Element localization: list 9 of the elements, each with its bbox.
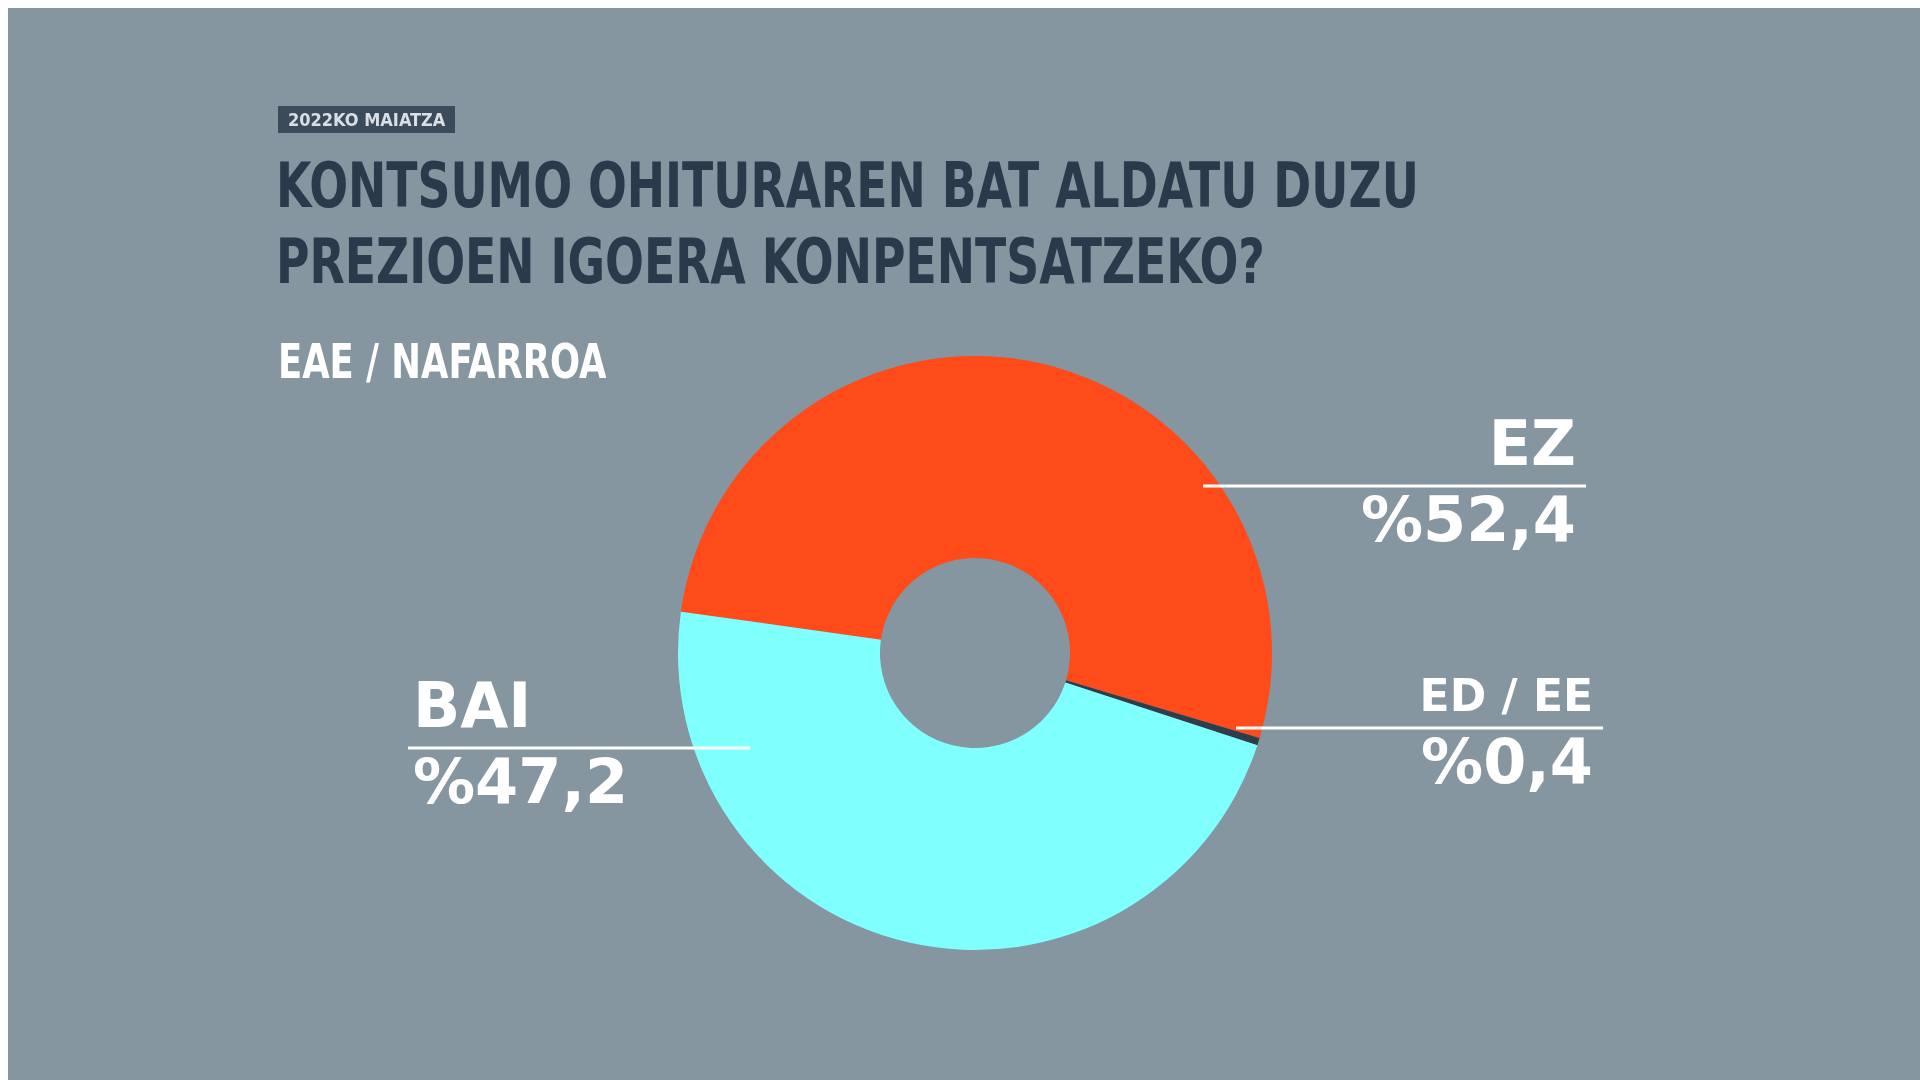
chart-title: KONTSUMO OHITURAREN BAT ALDATU DUZU PREZIOEN IGOERA KONPENTSATZEKO? <box>276 148 1420 300</box>
chart-subtitle: EAE / NAFARROA <box>278 333 607 389</box>
data-label: %52,4 <box>1360 483 1576 557</box>
slice-label: ED / EE <box>1419 670 1593 722</box>
data-label: %0,4 <box>1421 725 1593 799</box>
data-label: %47,2 <box>413 745 629 819</box>
slice-label: EZ <box>1488 407 1576 481</box>
text: 2022KO MAIATZA <box>278 106 456 133</box>
slice-label: BAI <box>413 669 532 743</box>
